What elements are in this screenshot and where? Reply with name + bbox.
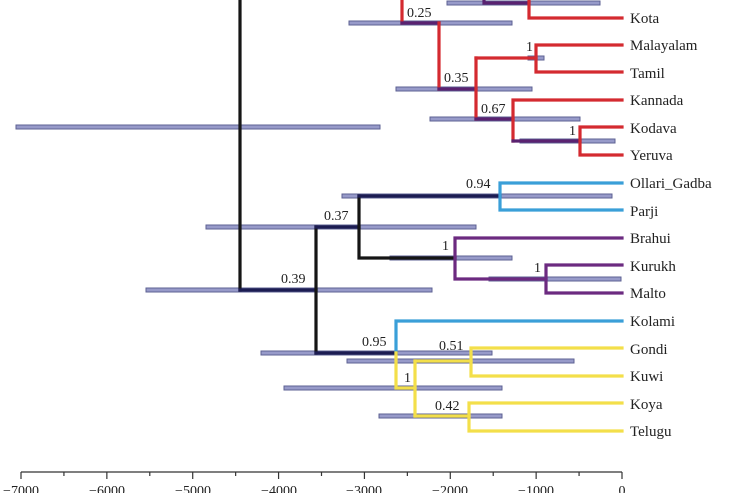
tip-label: Tamil [630, 66, 665, 82]
tip-label: Kannada [630, 93, 684, 109]
support-value: 1 [569, 124, 576, 139]
axis-tick-label: −5000 [175, 484, 211, 493]
branch-gondi-kuwi [469, 346, 624, 378]
support-value: 1 [404, 371, 411, 386]
tip-label: Malto [630, 286, 666, 302]
axis-tick-label: −7000 [3, 484, 39, 493]
tip-label: Kodava [630, 121, 677, 137]
tip-label: Kota [630, 11, 660, 27]
tip-label: Yeruva [630, 148, 673, 164]
tip-label: Koya [630, 397, 663, 413]
tip-label: Gondi [630, 342, 668, 358]
tip-label: Telugu [630, 424, 672, 440]
branch-kodava-yeruva [578, 125, 624, 157]
branch [394, 351, 417, 390]
branch-kolami [394, 319, 624, 355]
support-value: 0.94 [466, 177, 491, 192]
tip-label: Kuwi [630, 369, 663, 385]
support-value: 1 [526, 40, 533, 55]
branch-kota [527, 0, 624, 20]
axis-ticks [20, 472, 623, 479]
support-values: 0.25 0.35 1 0.67 1 0.94 0.37 1 1 0.39 0.… [281, 6, 576, 414]
branch-ollari-parji [498, 181, 624, 212]
axis-tick-label: −2000 [432, 484, 468, 493]
axis-tick-label: 0 [619, 484, 626, 493]
support-value: 0.42 [435, 399, 460, 414]
tip-label: Kurukh [630, 259, 676, 275]
branch-brahui [453, 236, 624, 281]
hpd-bar [15, 124, 381, 130]
tip-label: Malayalam [630, 38, 698, 54]
support-value: 0.67 [481, 102, 506, 117]
tip-label: Parji [630, 204, 658, 220]
hpd-bar [283, 385, 503, 391]
support-value: 0.25 [407, 6, 432, 21]
support-value: 0.37 [324, 209, 349, 224]
time-axis [20, 471, 623, 479]
axis-tick-label: −1000 [518, 484, 554, 493]
branch-kannada [511, 98, 624, 143]
branch [482, 0, 531, 5]
support-value: 1 [534, 261, 541, 276]
support-value: 0.39 [281, 272, 306, 287]
axis-tick-label: −3000 [346, 484, 382, 493]
tip-labels: Kota Malayalam Tamil Kannada Kodava Yeru… [630, 11, 712, 440]
axis-tick-label: −6000 [89, 484, 125, 493]
branch [357, 194, 457, 260]
branch-koya-telugu [467, 401, 624, 433]
support-value: 0.51 [439, 339, 464, 354]
branch-kurukh-malto [544, 263, 624, 295]
support-value: 0.95 [362, 335, 387, 350]
tip-label: Brahui [630, 231, 671, 247]
axis-tick-labels: −7000 −6000 −5000 −4000 −3000 −2000 −100… [3, 484, 625, 493]
tip-label: Kolami [630, 314, 675, 330]
branches [238, 0, 624, 433]
support-value: 1 [442, 239, 449, 254]
tip-label: Ollari_Gadba [630, 176, 712, 192]
axis-tick-label: −4000 [261, 484, 297, 493]
support-value: 0.35 [444, 71, 469, 86]
branch-malayalam-tamil [534, 43, 624, 74]
